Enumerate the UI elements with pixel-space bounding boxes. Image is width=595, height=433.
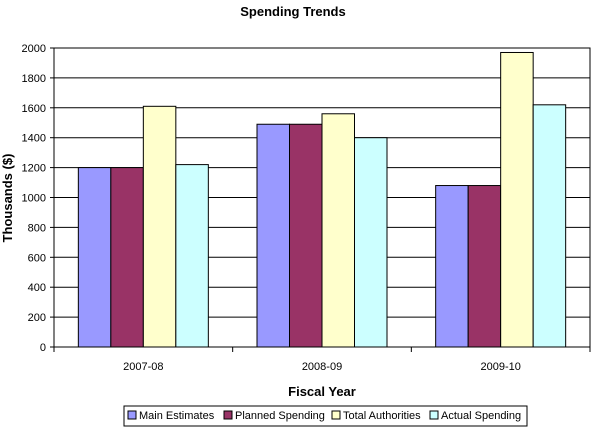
legend-swatch <box>127 410 137 420</box>
bar-main-estimates-2007-08 <box>77 167 112 348</box>
x-axis-label: Fiscal Year <box>288 384 356 399</box>
y-tick-label: 1000 <box>22 193 46 205</box>
y-tick-label: 0 <box>40 342 46 354</box>
chart-title: Spending Trends <box>240 4 345 19</box>
bar-main-estimates-2008-09 <box>256 123 290 348</box>
y-tick-labels: 0 200 400 600 800 1000 1200 1400 1600 1800 2000 <box>22 43 46 354</box>
x-tick-label: 2009-10 <box>480 361 520 373</box>
legend-label: Planned Spending <box>235 410 325 422</box>
legend: Main Estimates Planned Spending Total Auth… <box>123 405 528 427</box>
x-tick-labels: 2007-08 2008-09 2009-10 <box>123 361 521 373</box>
bar-planned-spending-2009-10 <box>467 185 502 348</box>
legend-label: Actual Spending <box>441 410 521 422</box>
bar-actual-spending-2009-10 <box>532 104 567 348</box>
y-tick-label: 400 <box>28 282 46 294</box>
legend-swatch <box>429 410 439 420</box>
bar-main-estimates-2009-10 <box>435 185 469 348</box>
bar-planned-spending-2007-08 <box>110 167 144 348</box>
y-tick-label: 200 <box>28 312 46 324</box>
bar-total-authorities-2008-09 <box>321 113 355 348</box>
x-tick-label: 2008-09 <box>302 361 342 373</box>
y-tick-label: 1200 <box>22 163 46 175</box>
bar-total-authorities-2009-10 <box>500 51 534 348</box>
x-tick-label: 2007-08 <box>123 361 163 373</box>
legend-label: Main Estimates <box>139 410 215 422</box>
axes <box>50 47 591 352</box>
y-tick-label: 2000 <box>22 43 46 55</box>
bar-actual-spending-2008-09 <box>354 137 388 348</box>
bar-planned-spending-2008-09 <box>289 123 323 348</box>
bar-actual-spending-2007-08 <box>175 164 209 348</box>
legend-swatch <box>331 410 341 420</box>
bar-total-authorities-2007-08 <box>142 105 177 348</box>
legend-label: Total Authorities <box>343 410 421 422</box>
y-axis-label: Thousands ($) <box>0 154 15 243</box>
y-tick-label: 600 <box>28 252 46 264</box>
y-tick-label: 1800 <box>22 73 46 85</box>
legend-swatch <box>223 410 233 420</box>
y-tick-label: 1400 <box>22 133 46 145</box>
bars <box>77 51 567 348</box>
y-tick-label: 800 <box>28 222 46 234</box>
y-tick-label: 1600 <box>22 103 46 115</box>
